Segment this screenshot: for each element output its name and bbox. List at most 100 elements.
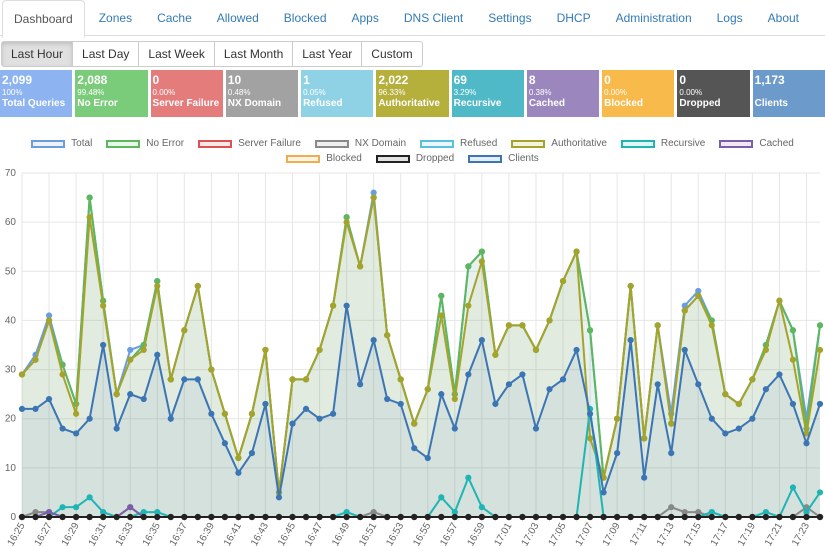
data-point xyxy=(505,513,513,521)
data-point xyxy=(194,513,201,521)
stat-card: 0 0.00% Blocked xyxy=(602,70,675,117)
stat-cards: 2,099 100% Total Queries 2,088 99.48% No Erro… xyxy=(0,70,825,117)
chart: 0 10 20 30 40 50 60 70 16:25 16:27 16:29 16:31 16:33… xyxy=(5,168,824,546)
data-point xyxy=(262,346,269,354)
nav-tab[interactable]: Administration xyxy=(615,11,692,25)
data-point xyxy=(208,366,215,373)
stat-percent: 3.29% xyxy=(453,88,477,97)
data-point xyxy=(627,336,634,344)
stat-card: 1 0.05% Refused xyxy=(301,70,374,117)
data-point xyxy=(749,513,756,521)
legend-item[interactable]: Blocked xyxy=(286,153,362,164)
data-point xyxy=(735,400,742,408)
data-point xyxy=(478,336,485,344)
data-point xyxy=(546,386,553,393)
nav-tab[interactable]: Logs xyxy=(716,11,743,25)
data-point xyxy=(181,513,188,521)
data-point xyxy=(586,410,594,417)
legend-item[interactable]: Refused xyxy=(420,138,497,149)
data-point xyxy=(248,450,256,457)
data-point xyxy=(343,302,350,309)
x-tick-label: 16:57 xyxy=(438,521,460,546)
nav-tab[interactable]: Blocked xyxy=(283,11,327,25)
legend-item[interactable]: NX Domain xyxy=(314,138,406,149)
data-point xyxy=(208,513,215,521)
data-point xyxy=(681,346,688,354)
data-point xyxy=(816,513,824,521)
data-point xyxy=(789,513,797,521)
range-button[interactable]: Last Month xyxy=(213,41,294,67)
nav-tab[interactable]: Dashboard xyxy=(2,0,85,38)
legend-item[interactable]: Server Failure xyxy=(198,138,301,149)
nav-tabs: Dashboard Zones Cache Allowed Blocked Apps DNS… xyxy=(0,0,825,38)
data-point xyxy=(708,322,715,329)
data-point xyxy=(221,410,228,417)
data-point xyxy=(154,513,161,521)
nav-tab[interactable]: Settings xyxy=(488,11,532,25)
x-tick-label: 16:25 xyxy=(6,521,28,546)
data-point xyxy=(140,346,147,354)
data-point xyxy=(789,327,797,334)
legend-item[interactable]: Clients xyxy=(468,153,539,164)
stat-value: 1 xyxy=(303,73,310,87)
data-point xyxy=(18,405,26,412)
legend-item[interactable]: No Error xyxy=(106,138,184,149)
range-button[interactable]: Last Hour xyxy=(1,41,74,67)
nav-tab[interactable]: DNS Client xyxy=(403,11,464,25)
legend-item[interactable]: Authoritative xyxy=(511,138,607,149)
stat-value: 69 xyxy=(453,73,467,87)
nav-tab[interactable]: Zones xyxy=(98,11,133,25)
legend-swatch xyxy=(511,139,546,148)
stat-percent: 0.00% xyxy=(679,88,703,97)
stat-label: Recursive xyxy=(453,98,502,109)
nav-tab[interactable]: Cache xyxy=(157,11,192,25)
series-line xyxy=(22,305,821,498)
legend-item[interactable]: Recursive xyxy=(620,138,705,149)
x-tick-label: 17:07 xyxy=(574,521,596,546)
x-tick-label: 17:09 xyxy=(601,521,623,546)
data-point xyxy=(343,219,350,226)
data-point xyxy=(208,410,215,417)
stat-label: Authoritative xyxy=(378,98,440,109)
data-point xyxy=(668,513,675,521)
range-button[interactable]: Last Year xyxy=(292,41,363,67)
nav-tab[interactable]: Allowed xyxy=(216,11,259,25)
data-point xyxy=(32,405,39,412)
series-line xyxy=(21,197,821,493)
legend-swatch xyxy=(420,139,455,148)
data-point xyxy=(708,415,715,422)
data-point xyxy=(735,513,742,521)
x-tick-label: 17:05 xyxy=(547,521,569,546)
data-point xyxy=(73,410,80,417)
data-point xyxy=(708,513,715,521)
stat-value: 0 xyxy=(604,73,611,87)
legend-item[interactable]: Total xyxy=(31,138,92,149)
data-point xyxy=(573,513,580,521)
data-point xyxy=(586,435,594,442)
range-button[interactable]: Last Week xyxy=(138,41,215,67)
data-point xyxy=(32,513,39,521)
x-tick-label: 17:23 xyxy=(790,521,812,546)
legend-swatch xyxy=(468,154,503,163)
data-point xyxy=(614,513,621,521)
legend-swatch xyxy=(620,139,655,148)
stat-value: 2,088 xyxy=(77,73,108,87)
data-point xyxy=(113,391,120,398)
legend-item[interactable]: Dropped xyxy=(375,153,454,164)
range-button[interactable]: Custom xyxy=(361,41,423,67)
data-point xyxy=(749,376,756,383)
data-point xyxy=(654,322,661,329)
range-button[interactable]: Last Day xyxy=(72,41,140,67)
x-tick-label: 16:53 xyxy=(384,521,406,546)
y-tick-label: 70 xyxy=(5,168,17,179)
legend-item[interactable]: Cached xyxy=(719,138,794,149)
nav-tab[interactable]: DHCP xyxy=(556,11,591,25)
nav-tab[interactable]: Apps xyxy=(351,11,379,25)
nav-tab[interactable]: About xyxy=(767,11,800,25)
data-point xyxy=(559,278,567,285)
data-point xyxy=(181,376,188,383)
data-point xyxy=(492,400,499,408)
data-point xyxy=(532,346,540,354)
data-point xyxy=(803,513,810,521)
